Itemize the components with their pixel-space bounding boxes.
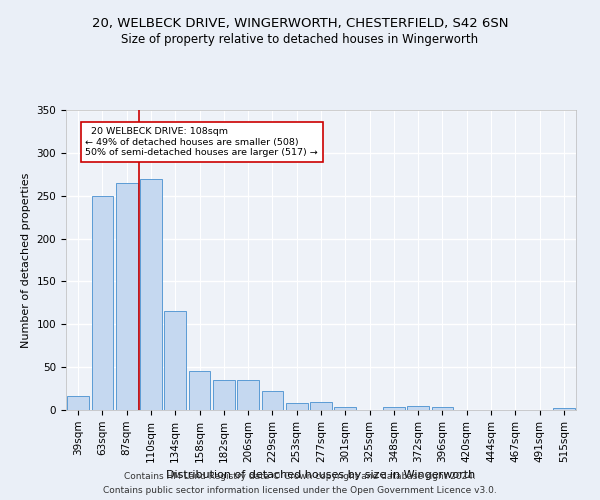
Bar	[383, 408, 405, 410]
Bar	[262, 391, 283, 410]
Bar	[116, 183, 137, 410]
Bar	[91, 196, 113, 410]
Bar	[140, 178, 162, 410]
Bar	[67, 396, 89, 410]
Bar	[407, 406, 429, 410]
Bar	[334, 408, 356, 410]
Bar	[431, 408, 454, 410]
Bar	[213, 380, 235, 410]
Text: Contains HM Land Registry data © Crown copyright and database right 2024.: Contains HM Land Registry data © Crown c…	[124, 472, 476, 481]
Text: Contains public sector information licensed under the Open Government Licence v3: Contains public sector information licen…	[103, 486, 497, 495]
Bar	[237, 380, 259, 410]
Bar	[164, 312, 186, 410]
Text: 20 WELBECK DRIVE: 108sqm
← 49% of detached houses are smaller (508)
50% of semi-: 20 WELBECK DRIVE: 108sqm ← 49% of detach…	[85, 127, 318, 157]
Y-axis label: Number of detached properties: Number of detached properties	[21, 172, 31, 348]
Bar	[553, 408, 575, 410]
Text: Size of property relative to detached houses in Wingerworth: Size of property relative to detached ho…	[121, 32, 479, 46]
Bar	[310, 402, 332, 410]
Bar	[188, 372, 211, 410]
Bar	[286, 403, 308, 410]
X-axis label: Distribution of detached houses by size in Wingerworth: Distribution of detached houses by size …	[166, 470, 476, 480]
Text: 20, WELBECK DRIVE, WINGERWORTH, CHESTERFIELD, S42 6SN: 20, WELBECK DRIVE, WINGERWORTH, CHESTERF…	[92, 18, 508, 30]
